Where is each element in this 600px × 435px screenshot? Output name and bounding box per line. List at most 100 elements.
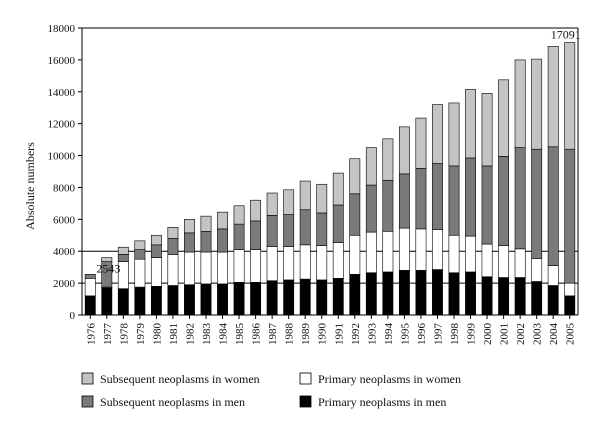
bar-primary-neoplasms-in-women-1992 [349, 234, 361, 275]
bar-primary-neoplasms-in-men-1987 [266, 280, 278, 316]
legend-item-subsequent-neoplasms-in-women: Subsequent neoplasms in women [81, 372, 260, 386]
bar-primary-neoplasms-in-women-1987 [266, 246, 278, 282]
bar-primary-neoplasms-in-men-1988 [283, 279, 295, 316]
bar-primary-neoplasms-in-men-1983 [200, 283, 212, 316]
bar-subsequent-neoplasms-in-men-1988 [283, 214, 295, 247]
bar-subsequent-neoplasms-in-men-1993 [365, 184, 377, 233]
y-tick-label-14000: 14000 [48, 87, 76, 99]
y-tick-label-6000: 6000 [53, 214, 76, 226]
x-tick-label-1998: 1998 [449, 323, 461, 346]
x-tick-label-1977: 1977 [102, 323, 114, 346]
bar-primary-neoplasms-in-men-1985 [233, 282, 245, 316]
bar-subsequent-neoplasms-in-men-1998 [448, 165, 460, 236]
bar-subsequent-neoplasms-in-men-2005 [564, 148, 576, 284]
bar-subsequent-neoplasms-in-men-1983 [200, 230, 212, 253]
bar-primary-neoplasms-in-women-1986 [250, 249, 262, 283]
bar-primary-neoplasms-in-women-1982 [184, 251, 195, 286]
bar-subsequent-neoplasms-in-men-2004 [547, 146, 559, 266]
bar-stack-1991 [332, 172, 344, 316]
bar-subsequent-neoplasms-in-men-1987 [266, 215, 278, 247]
bar-primary-neoplasms-in-women-1983 [200, 251, 212, 285]
bar-stack-1989 [299, 180, 311, 316]
bar-primary-neoplasms-in-men-1990 [316, 279, 328, 316]
bar-subsequent-neoplasms-in-women-1978 [117, 246, 129, 255]
bar-primary-neoplasms-in-men-1999 [465, 271, 476, 316]
bar-primary-neoplasms-in-women-2001 [498, 245, 510, 278]
x-tick-label-1999: 1999 [466, 323, 478, 346]
legend-item-primary-neoplasms-in-women: Primary neoplasms in women [299, 372, 461, 386]
y-tick-label-18000: 18000 [48, 23, 76, 35]
bar-primary-neoplasms-in-men-1976 [84, 295, 96, 316]
bar-primary-neoplasms-in-men-1993 [365, 272, 377, 316]
bar-primary-neoplasms-in-women-1996 [415, 228, 427, 271]
bar-subsequent-neoplasms-in-women-1992 [349, 158, 361, 195]
x-tick-label-1996: 1996 [416, 323, 428, 346]
bar-primary-neoplasms-in-women-2004 [547, 265, 559, 286]
bar-stack-2000 [481, 93, 493, 316]
y-axis-title: Absolute numbers [23, 142, 37, 230]
bar-subsequent-neoplasms-in-women-2000 [481, 93, 493, 167]
bar-primary-neoplasms-in-women-1998 [448, 234, 460, 274]
bar-stack-2002 [514, 59, 526, 316]
bar-primary-neoplasms-in-men-2003 [531, 281, 543, 316]
legend: Subsequent neoplasms in women Primary neo… [81, 372, 461, 409]
bar-stack-1986 [250, 199, 262, 316]
bar-subsequent-neoplasms-in-men-1984 [217, 228, 228, 253]
legend-label-subsequent-neoplasms-in-women: Subsequent neoplasms in women [100, 372, 260, 386]
bar-subsequent-neoplasms-in-women-1987 [266, 192, 278, 216]
bar-primary-neoplasms-in-women-2000 [481, 243, 493, 278]
y-tick-label-10000: 10000 [48, 151, 76, 163]
bar-primary-neoplasms-in-women-1984 [217, 251, 228, 285]
bar-primary-neoplasms-in-women-2002 [514, 248, 526, 278]
bar-stack-1995 [398, 126, 410, 316]
x-tick-label-2004: 2004 [548, 323, 560, 346]
bar-subsequent-neoplasms-in-women-2001 [498, 79, 510, 157]
bar-subsequent-neoplasms-in-women-1981 [167, 227, 179, 239]
bar-subsequent-neoplasms-in-women-1995 [398, 126, 410, 175]
bar-subsequent-neoplasms-in-men-2000 [481, 165, 493, 245]
bar-subsequent-neoplasms-in-men-1992 [349, 193, 361, 236]
bar-primary-neoplasms-in-men-1980 [150, 285, 162, 316]
bar-stack-1985 [233, 205, 245, 316]
bar-subsequent-neoplasms-in-men-1991 [332, 204, 344, 243]
bar-primary-neoplasms-in-women-1999 [465, 235, 476, 273]
bar-stack-1996 [415, 117, 427, 316]
x-tick-label-1991: 1991 [333, 323, 345, 345]
bar-subsequent-neoplasms-in-men-1982 [184, 232, 195, 253]
bar-subsequent-neoplasms-in-women-2004 [547, 46, 559, 148]
bar-stack-2003 [531, 58, 543, 316]
bar-subsequent-neoplasms-in-men-1981 [167, 238, 179, 255]
bar-subsequent-neoplasms-in-women-1989 [299, 180, 311, 211]
bar-primary-neoplasms-in-men-2004 [547, 285, 559, 316]
bar-primary-neoplasms-in-women-1979 [134, 258, 146, 288]
bar-primary-neoplasms-in-men-1995 [398, 270, 410, 316]
bar-primary-neoplasms-in-men-1996 [415, 270, 427, 316]
bar-stack-1978 [117, 246, 129, 316]
bar-primary-neoplasms-in-men-2000 [481, 276, 493, 316]
x-tick-label-1980: 1980 [151, 323, 163, 346]
bar-stack-1979 [134, 240, 146, 316]
x-tick-label-1995: 1995 [399, 323, 411, 346]
bar-primary-neoplasms-in-women-1985 [233, 249, 245, 283]
y-tick-label-12000: 12000 [48, 119, 76, 131]
x-tick-label-1997: 1997 [432, 323, 444, 346]
bar-stack-1990 [316, 183, 328, 316]
bar-stack-1998 [448, 102, 460, 316]
y-axis-ticks: 0 2000 4000 6000 8000 10000 12000 14000 16000 180… [48, 23, 82, 322]
x-tick-label-2001: 2001 [499, 323, 511, 345]
x-tick-label-1985: 1985 [234, 323, 246, 346]
bar-primary-neoplasms-in-men-1981 [167, 285, 179, 316]
bar-stack-1977 [101, 257, 113, 316]
x-tick-label-1988: 1988 [284, 323, 296, 346]
x-tick-label-1993: 1993 [366, 323, 378, 346]
bar-subsequent-neoplasms-in-men-1997 [432, 163, 443, 230]
bar-subsequent-neoplasms-in-men-2002 [514, 147, 526, 250]
x-axis-ticks: 1976 1977 1978 1979 1980 1981 1982 1983 1984 1985… [85, 315, 577, 346]
x-tick-label-1984: 1984 [218, 323, 230, 346]
legend-swatch-primary-neoplasms-in-men [299, 395, 312, 408]
x-tick-label-1992: 1992 [350, 323, 362, 345]
bar-primary-neoplasms-in-men-2001 [498, 277, 510, 316]
x-tick-label-1990: 1990 [317, 323, 329, 346]
bar-subsequent-neoplasms-in-women-1986 [250, 199, 262, 222]
y-tick-label-4000: 4000 [53, 246, 76, 258]
